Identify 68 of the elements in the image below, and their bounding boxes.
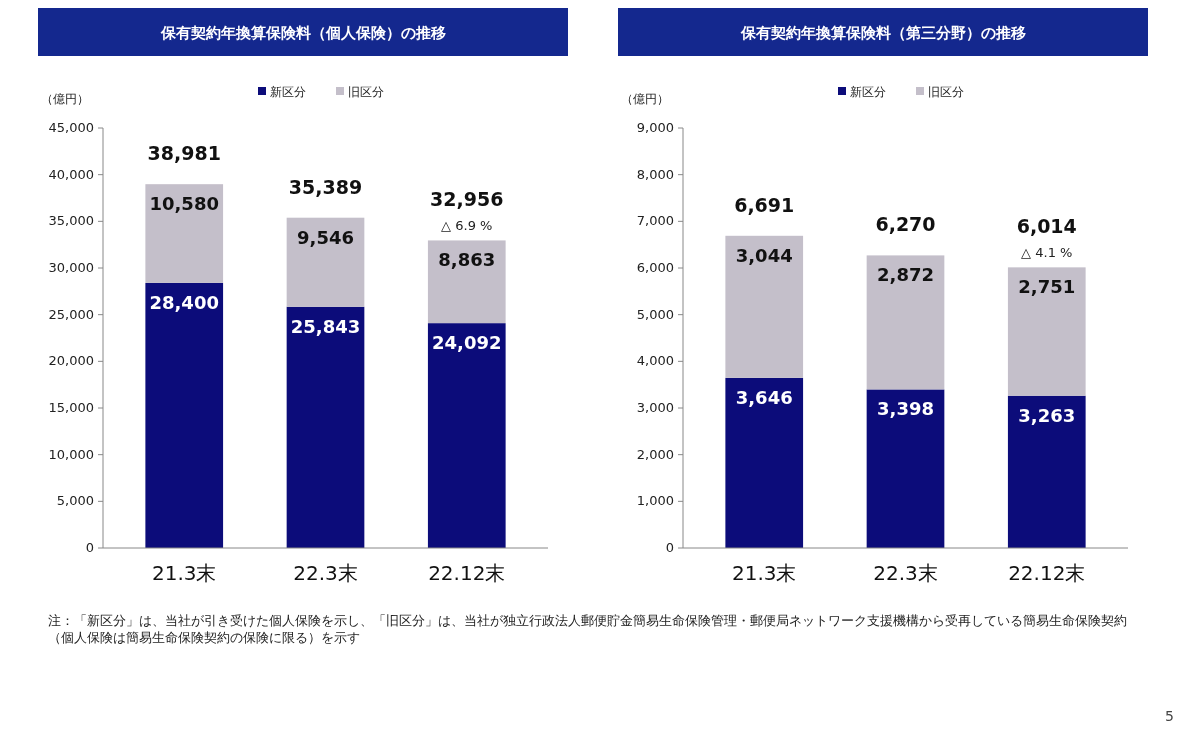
- y-tick-label: 10,000: [48, 446, 94, 462]
- annotation: △ 6.9 %: [441, 218, 493, 234]
- y-tick-label: 20,000: [48, 353, 94, 369]
- data-label: 8,863: [438, 249, 496, 271]
- data-label: 10,580: [149, 193, 219, 215]
- data-label: 2,751: [1018, 276, 1076, 298]
- y-tick-label: 40,000: [48, 166, 94, 182]
- data-label: 2,872: [877, 264, 934, 286]
- y-tick-label: 45,000: [48, 120, 94, 135]
- legend-label: 新区分: [850, 85, 886, 99]
- total-label: 32,956: [430, 188, 504, 211]
- data-label: 9,546: [297, 226, 354, 248]
- legend-label: 新区分: [270, 85, 306, 99]
- data-label: 3,263: [1018, 404, 1076, 426]
- total-label: 6,691: [734, 193, 795, 216]
- x-tick-label: 21.3末: [731, 561, 797, 585]
- data-label: 28,400: [149, 291, 219, 313]
- total-label: 6,014: [1016, 215, 1077, 238]
- y-tick-label: 9,000: [636, 120, 674, 135]
- annotation: △ 4.1 %: [1021, 245, 1073, 261]
- bar: [866, 255, 945, 390]
- bar: [427, 323, 506, 548]
- bar: [725, 235, 804, 378]
- y-tick-label: 5,000: [636, 306, 674, 322]
- legend-label: 旧区分: [928, 85, 964, 99]
- y-axis-title: （億円）: [41, 92, 89, 106]
- x-tick-label: 22.12末: [1008, 561, 1086, 585]
- chart-title: 保有契約年換算保険料（個人保険）の推移: [159, 24, 446, 42]
- text: 注：「新区分」は、当社が引き受けた個人保険を示し、「旧区分」は、当社が独立行政法人郵便貯金簡易生命保険管理・郵便局ネットワーク支援機構から受再している簡易生命保険契約（個人保険は簡易生命保険契約の保険に限る）を示す: [47, 612, 1128, 646]
- y-tick-label: 7,000: [636, 213, 674, 229]
- text: 5: [1165, 708, 1174, 724]
- x-tick-label: 22.3末: [873, 561, 938, 585]
- y-tick-label: 2,000: [636, 446, 674, 462]
- x-tick-label: 22.3末: [293, 561, 358, 585]
- legend-label: 旧区分: [348, 85, 384, 99]
- y-axis-title: （億円）: [621, 92, 669, 106]
- data-label: 3,398: [877, 398, 934, 420]
- y-tick-label: 5,000: [56, 493, 94, 509]
- bar: [286, 306, 365, 548]
- y-tick-label: 30,000: [48, 260, 94, 275]
- x-tick-label: 21.3末: [151, 561, 217, 585]
- bar: [866, 389, 945, 548]
- x-tick-label: 22.12末: [428, 561, 506, 585]
- bar: [427, 240, 506, 324]
- chart-title: 保有契約年換算保険料（第三分野）の推移: [739, 24, 1026, 42]
- y-tick-label: 3,000: [636, 400, 674, 415]
- y-tick-label: 1,000: [636, 493, 674, 509]
- y-tick-label: 15,000: [48, 400, 94, 415]
- data-label: 25,843: [290, 315, 361, 337]
- y-tick-label: 35,000: [48, 213, 94, 229]
- data-label: 3,044: [735, 244, 793, 266]
- bar: [145, 282, 224, 548]
- bar: [1007, 395, 1086, 548]
- y-tick-label: 0: [85, 540, 94, 555]
- bar: [1007, 267, 1086, 396]
- total-label: 6,270: [875, 213, 936, 236]
- y-tick-label: 6,000: [636, 260, 674, 275]
- total-label: 38,981: [147, 142, 221, 165]
- y-tick-label: 25,000: [48, 306, 94, 322]
- bar: [286, 217, 365, 307]
- y-tick-label: 4,000: [636, 353, 674, 369]
- y-tick-label: 0: [665, 540, 674, 555]
- data-label: 24,092: [432, 332, 502, 354]
- total-label: 35,389: [288, 175, 363, 198]
- bar: [145, 184, 224, 283]
- bar: [725, 377, 804, 548]
- data-label: 3,646: [735, 386, 793, 408]
- y-tick-label: 8,000: [636, 166, 674, 182]
